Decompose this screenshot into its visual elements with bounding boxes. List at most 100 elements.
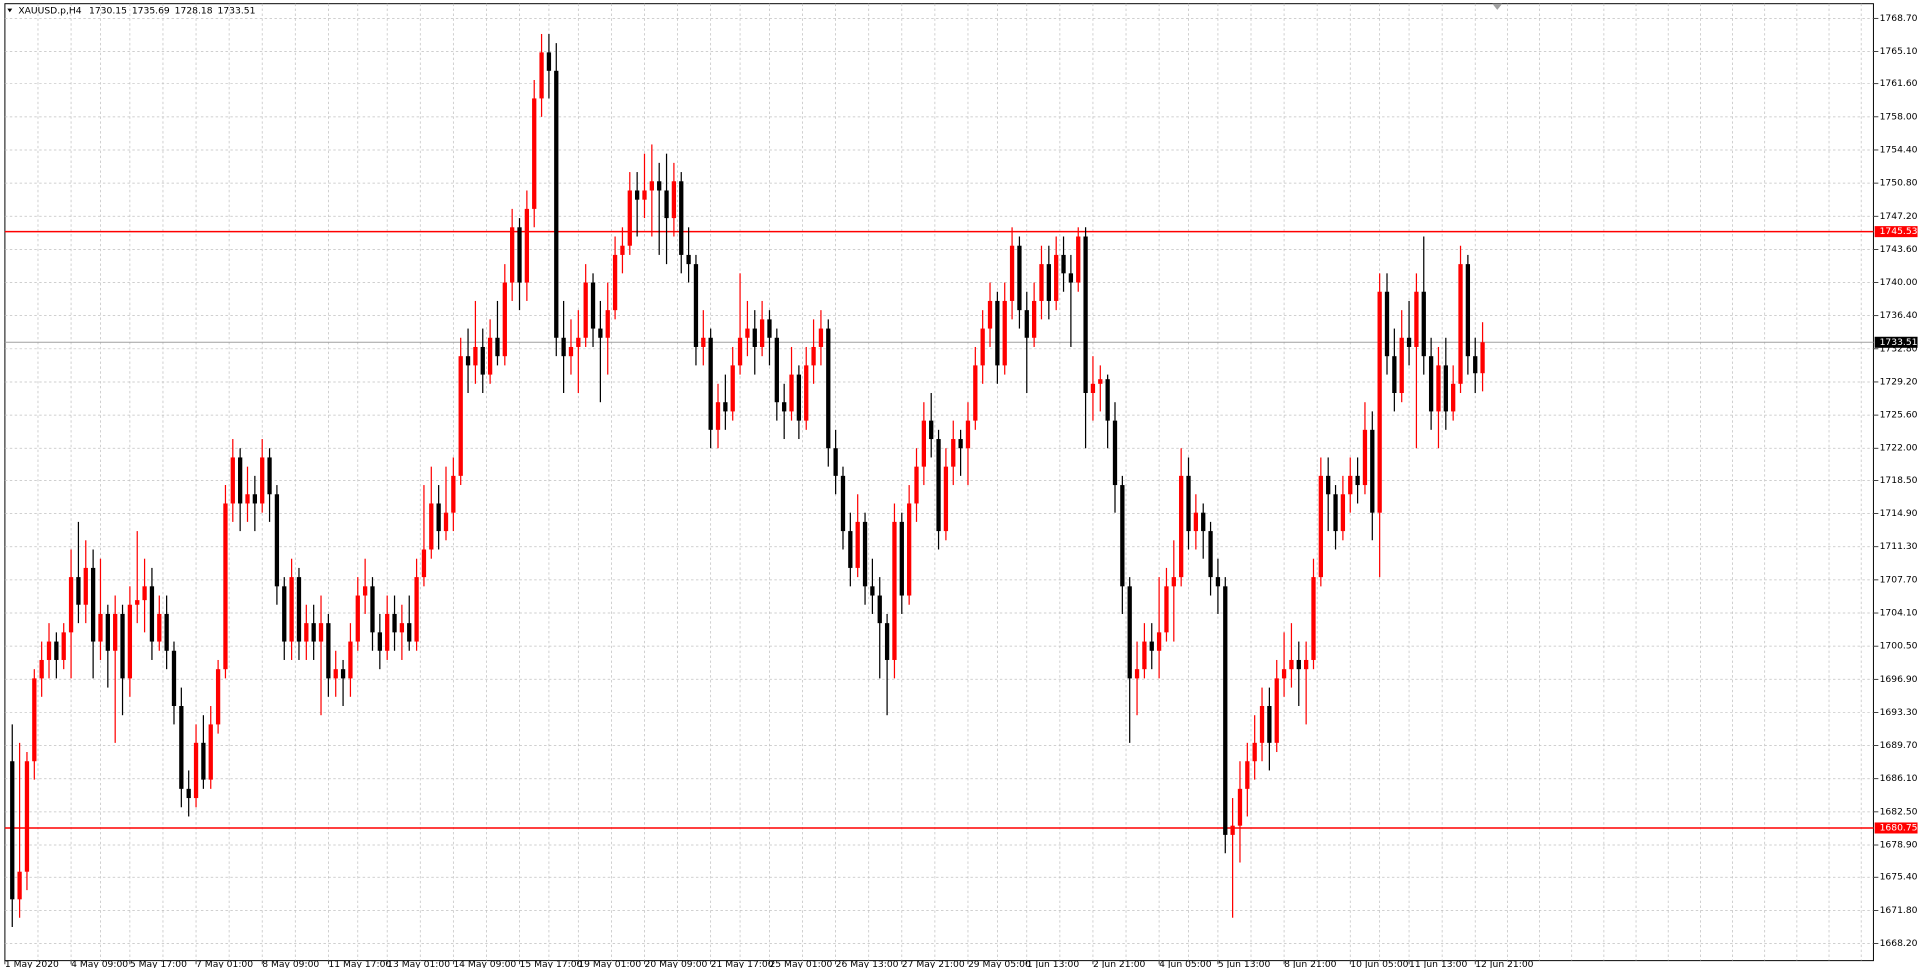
candle-body: [973, 365, 978, 421]
candle-body: [252, 494, 258, 504]
candle-body: [965, 420, 971, 449]
y-tick-label: 1711.30: [1880, 541, 1918, 552]
x-tick-label: 11 May 17:00: [328, 959, 391, 968]
candle-body: [1156, 632, 1162, 651]
candle-body: [76, 577, 81, 605]
candle-body: [1326, 475, 1331, 495]
candle-body: [1281, 669, 1287, 679]
candle-body: [752, 328, 757, 347]
candle-body: [90, 567, 96, 642]
ohlc-value: 1728.18: [175, 6, 213, 17]
candle-body: [348, 641, 353, 679]
candle-body: [892, 521, 897, 660]
y-tick-label: 1754.40: [1880, 144, 1918, 155]
candle-body: [436, 503, 441, 532]
candle-body: [326, 623, 331, 679]
candle-body: [679, 181, 684, 255]
candle-body: [1090, 383, 1096, 394]
ohlc-value: 1735.69: [132, 6, 170, 17]
candle-body: [267, 457, 272, 495]
candle-body: [311, 623, 316, 642]
candle-body: [627, 190, 632, 246]
candle-body: [1318, 475, 1323, 578]
menu-arrow[interactable]: [7, 8, 13, 13]
y-tick-label: 1689.70: [1880, 740, 1918, 751]
candle-body: [223, 503, 228, 670]
candle-body: [936, 439, 941, 532]
candle-body: [1428, 356, 1434, 412]
y-tick-label: 1761.60: [1880, 78, 1918, 89]
candle-body: [532, 98, 537, 209]
y-tick-label: 1686.10: [1880, 773, 1918, 784]
candle-body: [1098, 379, 1103, 384]
candle-body: [1451, 383, 1456, 412]
candle-body: [686, 254, 691, 265]
candle-body: [517, 227, 522, 283]
candle-body: [392, 613, 397, 633]
candle-body: [113, 613, 118, 651]
candle-body: [701, 337, 706, 347]
candle-body: [502, 282, 507, 357]
candle-body: [61, 632, 66, 660]
candle-body: [554, 70, 559, 338]
candle-body: [495, 337, 500, 357]
candle-body: [1164, 586, 1169, 633]
candle-body: [708, 337, 713, 430]
bid-label: 1733.51: [1880, 337, 1918, 348]
candle-body: [1193, 512, 1199, 532]
candle-body: [671, 181, 677, 219]
candle-body: [1384, 291, 1390, 357]
y-tick-label: 1693.30: [1880, 707, 1918, 718]
candle-body: [723, 402, 728, 412]
candle-body: [1392, 356, 1397, 394]
candle-body: [1296, 659, 1301, 670]
y-tick-label: 1707.70: [1880, 574, 1918, 585]
y-tick-label: 1729.20: [1880, 376, 1918, 387]
candle-body: [1458, 264, 1463, 384]
x-tick-label: 11 Jun 13:00: [1409, 959, 1467, 968]
candle-body: [1267, 705, 1272, 743]
x-tick-label: 10 Jun 05:00: [1350, 959, 1408, 968]
x-tick-label: 2 Jun 21:00: [1093, 959, 1146, 968]
x-tick-label: 4 May 09:00: [71, 959, 128, 968]
candle-body: [921, 420, 926, 467]
y-tick-label: 1682.50: [1880, 806, 1918, 817]
candle-body: [171, 650, 177, 706]
candle-body: [1245, 761, 1250, 789]
candle-body: [862, 521, 868, 587]
candle-body: [1406, 337, 1412, 347]
candle-body: [745, 328, 750, 338]
y-tick-label: 1725.60: [1880, 410, 1918, 421]
candle-body: [164, 613, 169, 651]
y-tick-label: 1736.40: [1880, 310, 1918, 321]
candle-body: [568, 346, 574, 357]
y-tick-label: 1671.80: [1880, 905, 1918, 916]
candle-body: [473, 346, 478, 366]
candle-body: [649, 181, 654, 191]
candle-body: [987, 300, 993, 329]
candle-body: [833, 448, 838, 476]
candle-body: [443, 512, 449, 532]
candle-body: [127, 604, 133, 679]
candle-body: [385, 613, 390, 651]
candle-body: [590, 282, 596, 329]
candle-body: [855, 521, 860, 568]
x-tick-label: 5 Jun 13:00: [1218, 959, 1271, 968]
x-tick-label: 12 Jun 21:00: [1475, 959, 1533, 968]
candle-body: [1230, 825, 1235, 835]
y-tick-label: 1768.70: [1880, 13, 1918, 24]
candle-body: [1436, 365, 1441, 412]
candle-body: [68, 577, 74, 633]
candle-body: [355, 595, 360, 642]
candle-body: [230, 457, 235, 504]
chart-shift-marker[interactable]: [1492, 3, 1503, 10]
candle-body: [907, 503, 912, 596]
candle-body: [1370, 429, 1375, 513]
candle-body: [657, 181, 662, 191]
y-tick-label: 1668.20: [1880, 938, 1918, 949]
candle-body: [943, 466, 949, 532]
candle-body: [10, 761, 15, 900]
candle-body: [1362, 429, 1368, 486]
candle-body: [1112, 420, 1118, 486]
candle-body: [1399, 337, 1404, 394]
